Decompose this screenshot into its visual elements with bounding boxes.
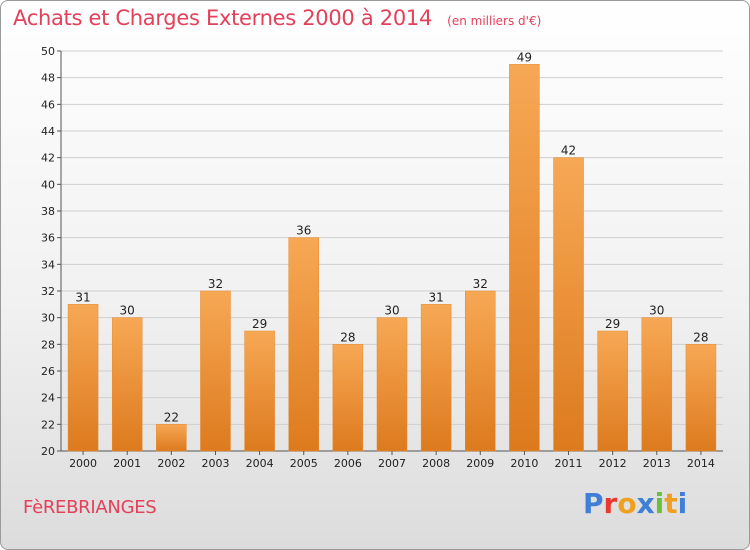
x-tick-label: 2013 xyxy=(643,457,671,470)
data-label: 29 xyxy=(605,317,620,331)
x-tick-label: 2007 xyxy=(378,457,406,470)
x-tick-label: 2006 xyxy=(334,457,362,470)
y-tick-label: 46 xyxy=(41,98,55,111)
bar xyxy=(200,290,231,452)
data-label: 32 xyxy=(473,277,488,291)
logo-letter: P xyxy=(583,487,604,520)
bar xyxy=(641,317,673,452)
title-block: Achats et Charges Externes 2000 à 2014 (… xyxy=(13,6,541,30)
bar xyxy=(67,304,99,452)
bar xyxy=(376,317,408,452)
data-label: 30 xyxy=(120,304,135,318)
x-tick-label: 2009 xyxy=(466,457,494,470)
y-tick-label: 28 xyxy=(41,338,55,351)
x-tick-label: 2000 xyxy=(69,457,97,470)
bar xyxy=(332,344,364,452)
data-label: 31 xyxy=(428,290,443,304)
data-label: 32 xyxy=(208,277,223,291)
data-label: 29 xyxy=(252,317,267,331)
bar xyxy=(156,424,187,452)
data-label: 30 xyxy=(649,304,664,318)
bar xyxy=(553,157,584,452)
bar xyxy=(465,290,496,452)
data-label: 31 xyxy=(75,290,90,304)
chart-title: Achats et Charges Externes 2000 à 2014 xyxy=(13,6,433,30)
data-label: 49 xyxy=(517,50,532,64)
y-tick-label: 22 xyxy=(41,418,55,431)
y-tick-label: 48 xyxy=(41,72,55,85)
bar xyxy=(244,330,275,452)
chart-subtitle: (en milliers d'€) xyxy=(447,14,542,28)
x-tick-label: 2003 xyxy=(201,457,229,470)
x-tick-label: 2001 xyxy=(113,457,141,470)
y-tick-label: 50 xyxy=(41,45,55,58)
bar xyxy=(111,317,143,452)
bar xyxy=(685,344,717,452)
logo-letter: x xyxy=(636,487,655,520)
logo-letter: i xyxy=(654,487,665,520)
x-tick-label: 2012 xyxy=(599,457,627,470)
y-tick-label: 30 xyxy=(41,312,55,325)
logo-letter: t xyxy=(664,487,678,520)
x-tick-label: 2004 xyxy=(246,457,274,470)
y-tick-label: 40 xyxy=(41,178,55,191)
y-tick-label: 24 xyxy=(41,392,55,405)
data-label: 30 xyxy=(384,304,399,318)
bar xyxy=(288,237,319,452)
logo-letter: o xyxy=(617,487,637,520)
town-name: FèREBRIANGES xyxy=(23,497,157,518)
data-label: 28 xyxy=(693,330,708,344)
bar xyxy=(420,304,452,452)
bar xyxy=(509,64,540,452)
x-tick-label: 2014 xyxy=(687,457,715,470)
data-label: 28 xyxy=(340,330,355,344)
x-tick-label: 2011 xyxy=(555,457,583,470)
y-tick-label: 44 xyxy=(41,125,55,138)
logo-letter: r xyxy=(603,487,618,520)
x-tick-label: 2002 xyxy=(157,457,185,470)
y-tick-label: 38 xyxy=(41,205,55,218)
x-tick-label: 2005 xyxy=(290,457,318,470)
y-tick-label: 26 xyxy=(41,365,55,378)
proxiti-logo[interactable]: Proxiti xyxy=(583,487,687,520)
bar xyxy=(597,330,628,452)
x-tick-label: 2008 xyxy=(422,457,450,470)
y-tick-label: 20 xyxy=(41,445,55,458)
x-tick-label: 2010 xyxy=(510,457,538,470)
y-tick-label: 42 xyxy=(41,152,55,165)
data-label: 36 xyxy=(296,224,311,238)
y-tick-label: 36 xyxy=(41,232,55,245)
y-tick-label: 32 xyxy=(41,285,55,298)
logo-letter: i xyxy=(677,487,688,520)
data-label: 42 xyxy=(561,144,576,158)
y-tick-label: 34 xyxy=(41,258,55,271)
data-label: 22 xyxy=(164,410,179,424)
